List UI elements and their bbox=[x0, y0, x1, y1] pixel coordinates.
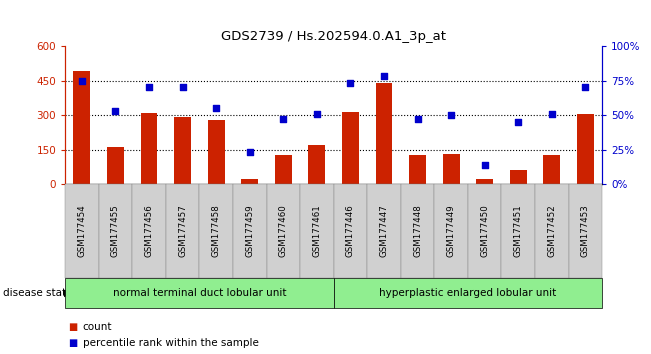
Text: GSM177459: GSM177459 bbox=[245, 205, 255, 257]
Text: GSM177448: GSM177448 bbox=[413, 205, 422, 257]
Point bbox=[446, 112, 456, 118]
Bar bbox=[544, 155, 561, 184]
Point bbox=[312, 111, 322, 116]
Bar bbox=[510, 170, 527, 184]
Point bbox=[547, 111, 557, 116]
Text: GSM177453: GSM177453 bbox=[581, 205, 590, 257]
Text: count: count bbox=[83, 322, 112, 332]
Point bbox=[379, 74, 389, 79]
Text: GSM177458: GSM177458 bbox=[212, 205, 221, 257]
Bar bbox=[309, 145, 326, 184]
Bar bbox=[577, 114, 594, 184]
Point bbox=[245, 149, 255, 155]
Point bbox=[211, 105, 221, 111]
Point bbox=[77, 78, 87, 83]
Text: GSM177447: GSM177447 bbox=[380, 205, 389, 257]
Text: GSM177454: GSM177454 bbox=[77, 205, 87, 257]
Text: GSM177455: GSM177455 bbox=[111, 205, 120, 257]
Text: normal terminal duct lobular unit: normal terminal duct lobular unit bbox=[113, 288, 286, 298]
Point bbox=[480, 162, 490, 167]
Bar bbox=[443, 154, 460, 184]
Point bbox=[345, 80, 355, 86]
Bar bbox=[342, 112, 359, 184]
Text: GSM177456: GSM177456 bbox=[145, 205, 154, 257]
Text: GSM177451: GSM177451 bbox=[514, 205, 523, 257]
Bar bbox=[376, 83, 393, 184]
Text: disease state: disease state bbox=[3, 288, 73, 298]
Point bbox=[177, 85, 187, 90]
Text: ■: ■ bbox=[68, 338, 77, 348]
Text: ■: ■ bbox=[68, 322, 77, 332]
Bar bbox=[74, 72, 90, 184]
Bar bbox=[141, 113, 158, 184]
Point bbox=[412, 116, 422, 122]
Text: GSM177452: GSM177452 bbox=[547, 205, 557, 257]
Text: hyperplastic enlarged lobular unit: hyperplastic enlarged lobular unit bbox=[380, 288, 557, 298]
Bar bbox=[174, 118, 191, 184]
Text: GSM177450: GSM177450 bbox=[480, 205, 489, 257]
Bar bbox=[208, 120, 225, 184]
Text: GSM177461: GSM177461 bbox=[312, 205, 322, 257]
Text: GSM177449: GSM177449 bbox=[447, 205, 456, 257]
Text: GSM177446: GSM177446 bbox=[346, 205, 355, 257]
Text: GSM177460: GSM177460 bbox=[279, 205, 288, 257]
Text: percentile rank within the sample: percentile rank within the sample bbox=[83, 338, 258, 348]
Text: ▶: ▶ bbox=[64, 288, 72, 298]
Bar bbox=[409, 155, 426, 184]
Point bbox=[580, 85, 590, 90]
Bar bbox=[242, 179, 258, 184]
Point bbox=[278, 116, 288, 122]
Bar bbox=[477, 179, 493, 184]
Bar bbox=[275, 155, 292, 184]
Point bbox=[513, 119, 523, 125]
Text: GSM177457: GSM177457 bbox=[178, 205, 187, 257]
Title: GDS2739 / Hs.202594.0.A1_3p_at: GDS2739 / Hs.202594.0.A1_3p_at bbox=[221, 30, 446, 44]
Bar bbox=[107, 147, 124, 184]
Point bbox=[144, 85, 154, 90]
Point bbox=[110, 108, 120, 114]
